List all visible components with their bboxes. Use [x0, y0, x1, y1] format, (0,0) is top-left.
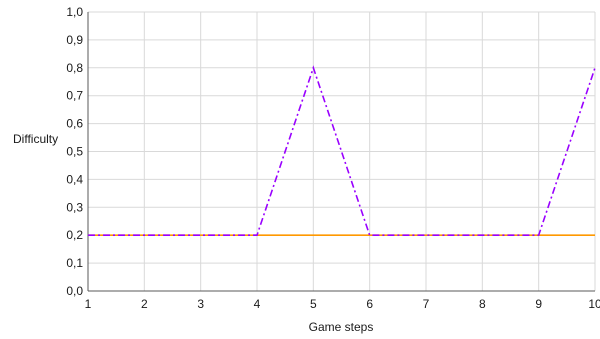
y-tick-label: 0,6: [66, 117, 83, 131]
x-tick-label: 3: [197, 297, 204, 311]
y-axis-title: Difficulty: [13, 132, 58, 146]
x-tick-label: 1: [85, 297, 92, 311]
y-tick-label: 0,1: [66, 256, 83, 270]
y-tick-label: 0,9: [66, 33, 83, 47]
y-tick-label: 0,8: [66, 61, 83, 75]
y-tick-label: 0,2: [66, 228, 83, 242]
y-tick-label: 0,5: [66, 145, 83, 159]
y-tick-label: 0,0: [66, 284, 83, 298]
x-tick-label: 4: [254, 297, 261, 311]
x-tick-labels: 1 2 3 4 5 6 7 8 9 10: [85, 297, 600, 311]
axes: [87, 12, 595, 292]
y-tick-label: 1,0: [66, 5, 83, 19]
x-tick-label: 5: [310, 297, 317, 311]
y-tick-label: 0,7: [66, 89, 83, 103]
x-tick-label: 2: [141, 297, 148, 311]
x-tick-label: 10: [588, 297, 600, 311]
y-tick-label: 0,4: [66, 172, 83, 186]
y-tick-labels: 0,0 0,1 0,2 0,3 0,4 0,5 0,6 0,7 0,8 0,9 1,0: [66, 5, 83, 298]
x-tick-label: 7: [423, 297, 430, 311]
x-tick-label: 6: [366, 297, 373, 311]
gridlines: [87, 11, 596, 292]
x-axis-title: Game steps: [309, 320, 374, 334]
series-line-2: [88, 65, 596, 236]
y-tick-label: 0,3: [66, 200, 83, 214]
x-tick-label: 8: [479, 297, 486, 311]
series-lines: [88, 65, 596, 236]
x-tick-label: 9: [535, 297, 542, 311]
